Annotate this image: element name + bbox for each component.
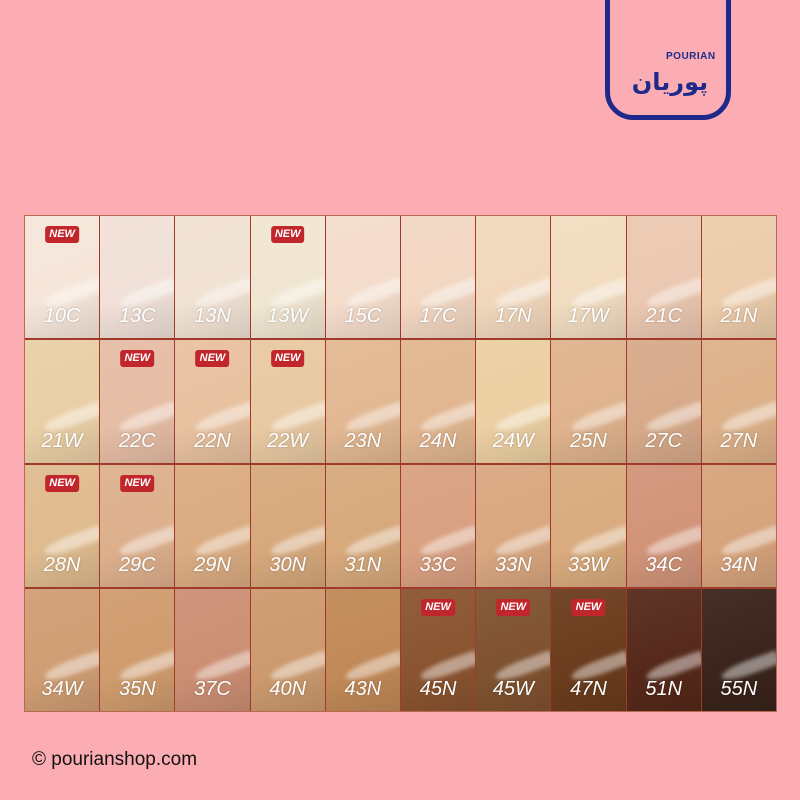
new-badge: NEW <box>195 350 230 368</box>
new-badge: NEW <box>45 226 79 243</box>
shade-swatch: 21N <box>701 216 776 339</box>
shade-swatch: 40N <box>250 588 325 711</box>
shade-swatch: 55N <box>701 588 776 711</box>
shade-name: 10C <box>43 305 81 328</box>
shade-swatch: 17W <box>551 216 626 339</box>
shade-name: 34W <box>41 678 83 700</box>
shade-swatch: NEW 13W <box>250 216 325 339</box>
shade-swatch: 34N <box>701 464 776 587</box>
shade-name: 13W <box>267 305 309 328</box>
shade-swatch: 17N <box>476 216 551 339</box>
shade-swatch: 31N <box>325 464 400 587</box>
shade-name: 45W <box>492 678 534 700</box>
shade-swatch: 13C <box>100 216 175 339</box>
shade-name: 22N <box>194 429 231 452</box>
shade-swatch: NEW 28N <box>25 464 100 587</box>
shade-name: 37C <box>194 678 231 700</box>
shade-swatch: 33W <box>551 464 626 587</box>
shade-name: 33C <box>419 553 457 576</box>
shade-name: 29N <box>194 553 231 576</box>
new-badge: NEW <box>421 598 455 616</box>
footer-copyright: © pourianshop.com <box>32 749 198 770</box>
shade-name: 34N <box>720 553 758 576</box>
pourian-logo: POURIAN پوریان <box>605 0 731 120</box>
shade-name: 47N <box>570 678 607 700</box>
shade-swatch: 34W <box>25 588 100 711</box>
shade-swatch: 35N <box>100 588 175 711</box>
shade-swatch: NEW 45N <box>400 588 476 711</box>
new-badge: NEW <box>120 350 155 368</box>
shade-name: 31N <box>344 553 382 576</box>
shade-swatch: NEW 22W <box>250 340 325 463</box>
shade-name: 23N <box>344 429 382 452</box>
shade-swatch: 23N <box>325 340 400 463</box>
shade-swatch: 21C <box>626 216 701 339</box>
shade-swatch: 24W <box>476 340 551 463</box>
shade-swatch: 33C <box>400 464 476 587</box>
logo-text-fa: پوریان <box>631 68 709 96</box>
shade-name: 17N <box>494 305 532 328</box>
shade-swatch: NEW 10C <box>25 216 100 339</box>
shade-name: 51N <box>645 678 683 700</box>
shade-swatch: 43N <box>325 588 400 711</box>
shade-name: 45N <box>419 678 457 700</box>
shade-swatch: NEW 22C <box>100 340 175 463</box>
shade-name: 24N <box>419 429 457 452</box>
shade-name: 25N <box>570 429 607 452</box>
shade-swatch: 25N <box>551 340 626 463</box>
shade-name: 21C <box>645 305 683 328</box>
shade-name: 17C <box>419 305 457 328</box>
shade-name: 34C <box>645 553 683 576</box>
shade-swatch: 17C <box>400 216 476 339</box>
new-badge: NEW <box>571 598 606 616</box>
new-badge: NEW <box>270 226 305 243</box>
shade-name: 35N <box>118 678 156 700</box>
shade-swatch: 34C <box>626 464 701 587</box>
new-badge: NEW <box>45 474 79 492</box>
shade-name: 29C <box>118 553 156 576</box>
shade-swatch: 37C <box>175 588 250 711</box>
shade-swatch: 13N <box>175 216 250 339</box>
shade-name: 13N <box>194 305 231 328</box>
logo-text-en: POURIAN <box>666 51 716 62</box>
shade-name: 22C <box>118 429 156 452</box>
shade-swatch: 51N <box>626 588 701 711</box>
shade-swatch: NEW 47N <box>551 588 626 711</box>
shade-name: 33W <box>567 553 610 576</box>
shade-name: 22W <box>267 429 309 452</box>
shade-name: 28N <box>43 553 81 576</box>
shade-swatch: 15C <box>325 216 400 339</box>
shade-name: 40N <box>269 678 307 700</box>
shade-name: 27C <box>645 429 683 452</box>
new-badge: NEW <box>120 474 155 492</box>
shade-name: 33N <box>494 553 532 576</box>
shade-swatch: 33N <box>476 464 551 587</box>
shade-name: 17W <box>567 305 610 328</box>
shade-name: 21W <box>41 429 83 452</box>
shade-swatch: 27N <box>701 340 776 463</box>
shade-swatch: 21W <box>25 340 100 463</box>
shade-name: 15C <box>344 305 382 328</box>
shade-swatch: 30N <box>250 464 325 587</box>
shade-swatch: NEW 45W <box>476 588 551 711</box>
shade-name: 13C <box>118 305 156 328</box>
new-badge: NEW <box>270 350 305 368</box>
shade-name: 21N <box>720 305 758 328</box>
shade-grid: NEW 10C 13C 13N NEW 13W 15C 17C 17N 17W 21C 21N 21W N… <box>24 215 777 712</box>
shade-name: 30N <box>269 553 307 576</box>
shade-swatch: 24N <box>400 340 476 463</box>
shade-name: 55N <box>720 678 758 700</box>
shade-swatch: NEW 22N <box>175 340 250 463</box>
shade-name: 43N <box>344 678 382 700</box>
shade-swatch: 27C <box>626 340 701 463</box>
shade-name: 24W <box>492 429 534 452</box>
shade-swatch: 29N <box>175 464 250 587</box>
shade-name: 27N <box>720 429 758 452</box>
new-badge: NEW <box>496 598 531 616</box>
shade-swatch: NEW 29C <box>100 464 175 587</box>
